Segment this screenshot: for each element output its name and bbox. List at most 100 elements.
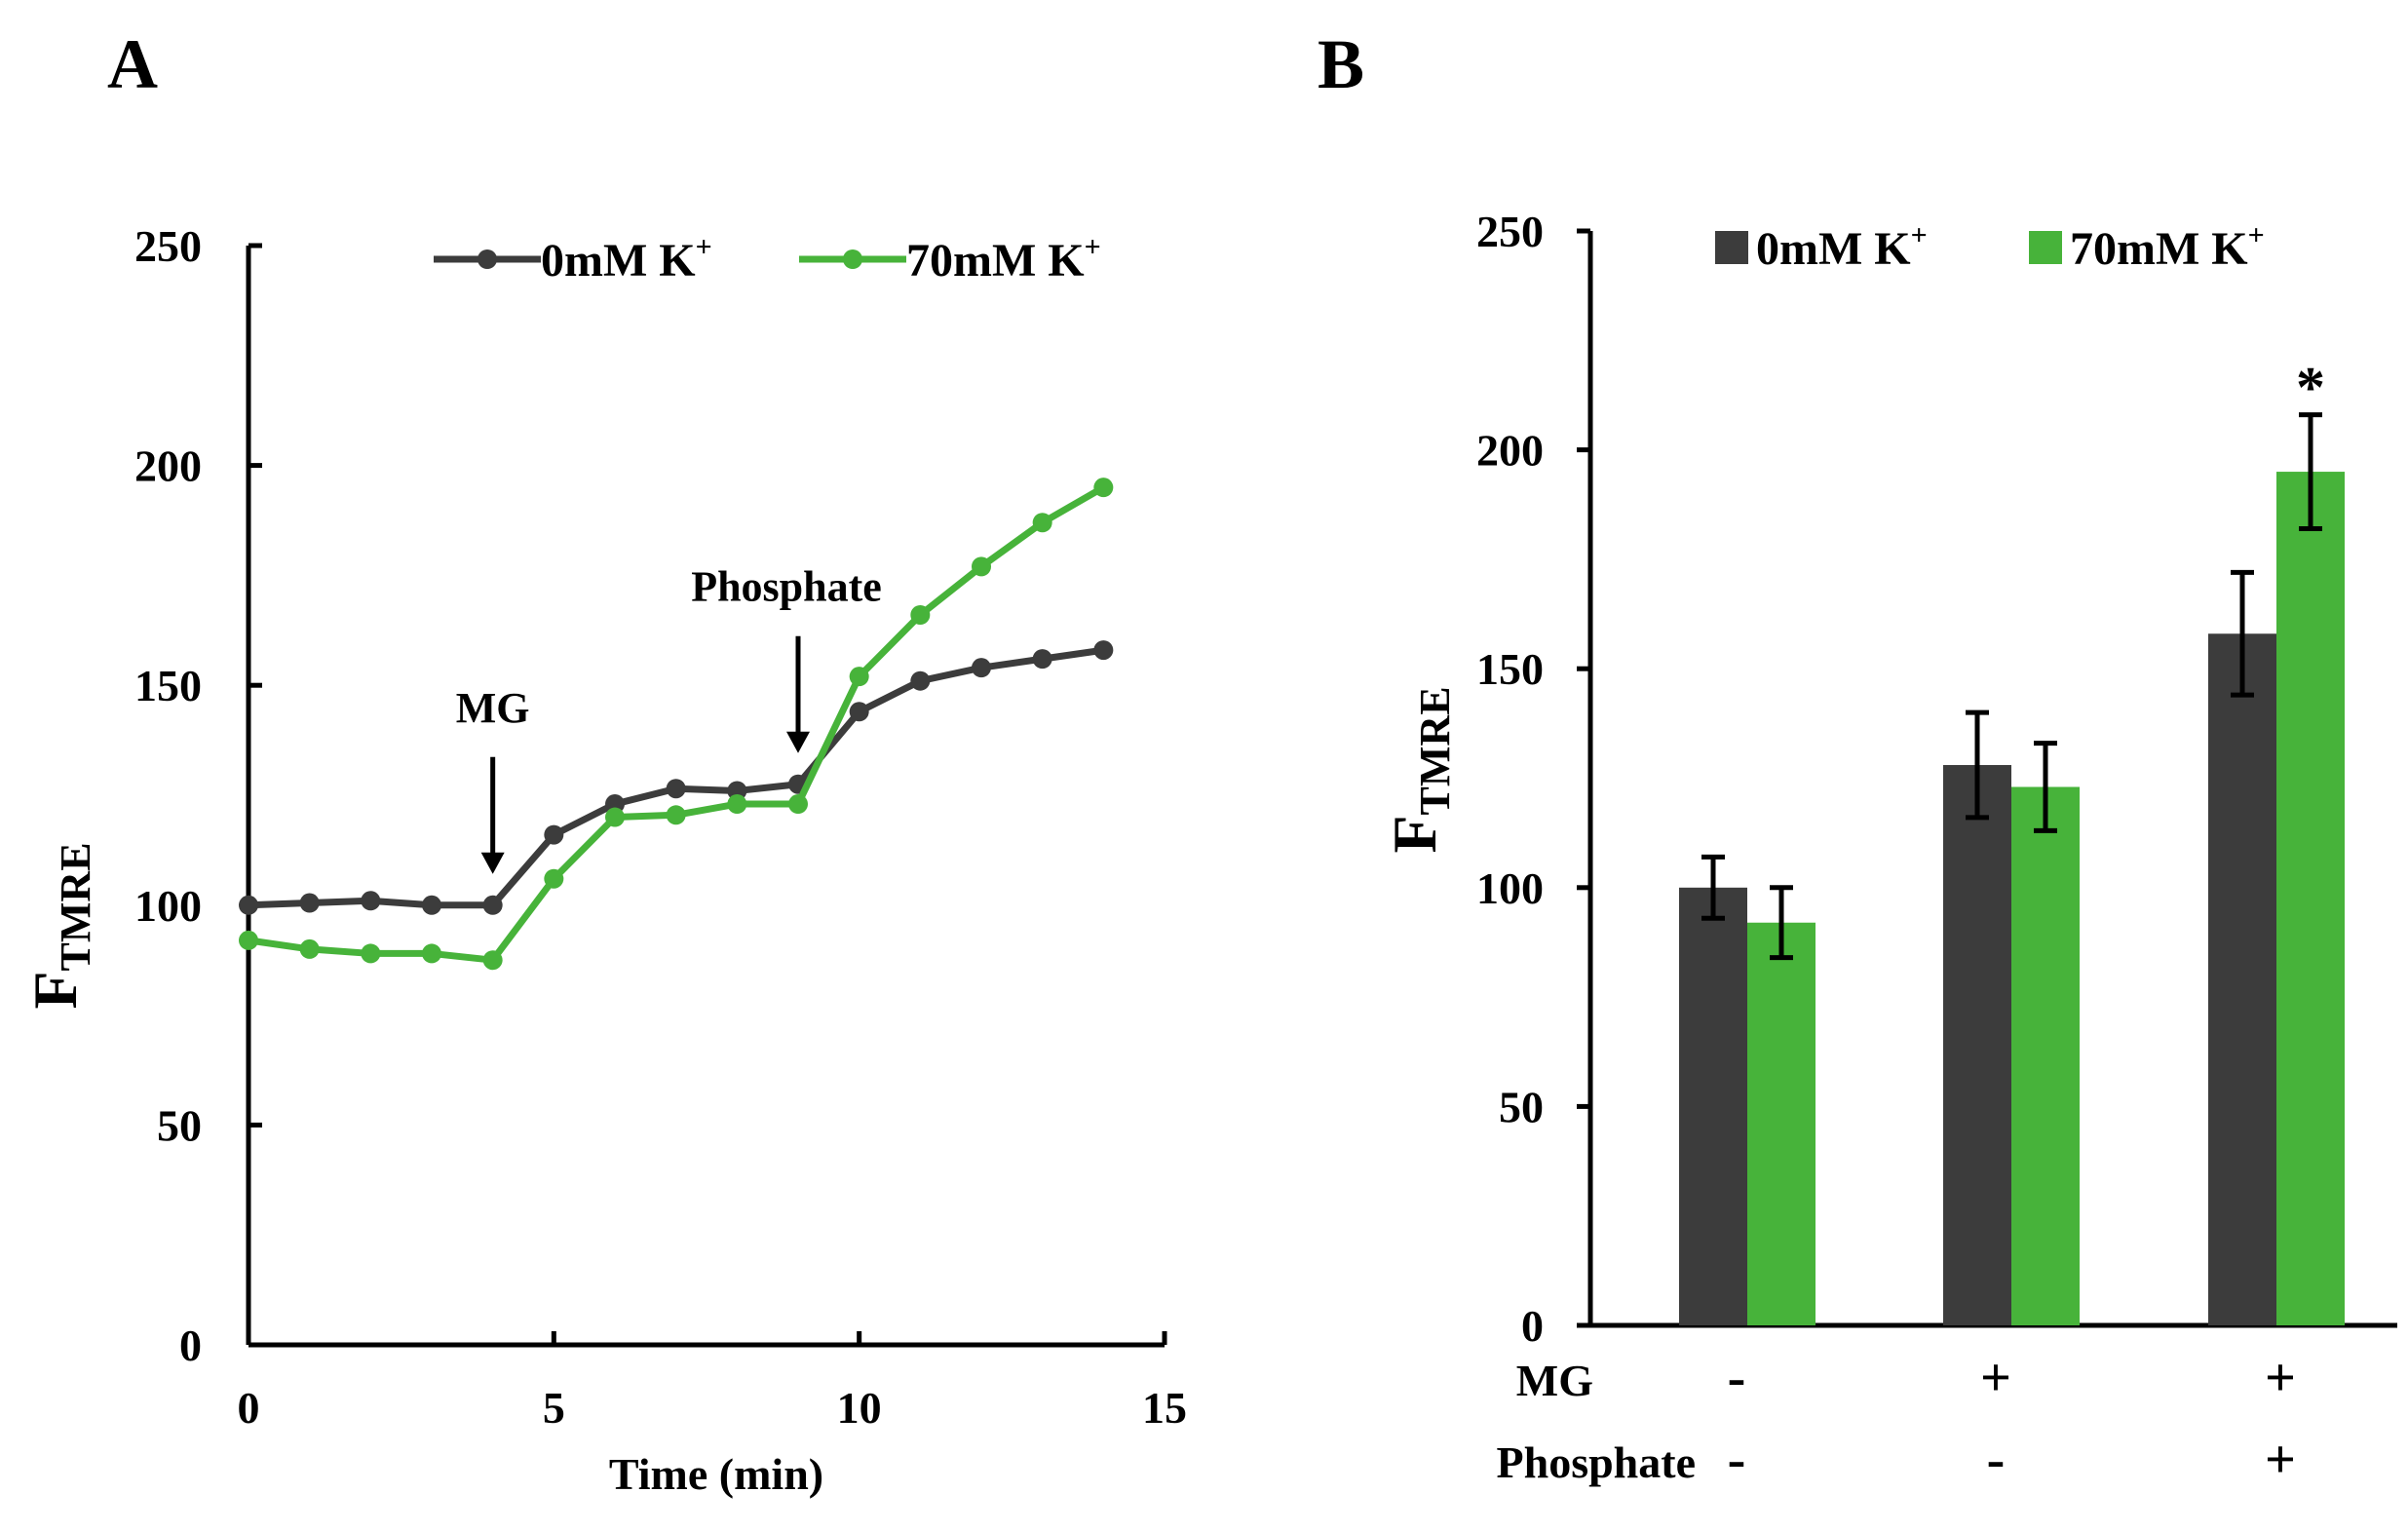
y-tick-label: 50	[1499, 1082, 1544, 1131]
panel-a-annotations: MG Phosphate	[456, 563, 882, 874]
x-tick-label: 15	[1142, 1383, 1187, 1433]
row-label-mg: MG	[1516, 1356, 1593, 1405]
data-point	[299, 893, 320, 913]
data-point	[910, 670, 931, 691]
y-tick-label: 200	[134, 441, 202, 491]
panel-a-y-label-sub: TMRE	[52, 842, 99, 971]
legend-label-text: 70mM K	[2070, 223, 2248, 275]
annotation-arrow-head	[786, 731, 810, 753]
legend-label-sup: +	[2248, 219, 2265, 251]
panel-a-x-axis: 0 5 10 15	[238, 1331, 1187, 1433]
data-point	[482, 950, 503, 971]
data-point	[361, 891, 381, 911]
panel-b-y-label-main: F	[1380, 815, 1449, 853]
legend-marker	[478, 249, 497, 269]
x-tick-label: 0	[238, 1383, 260, 1433]
panel-a-series	[239, 478, 1114, 971]
y-tick-label: 250	[134, 221, 202, 271]
data-point	[544, 868, 564, 889]
panel-a-y-axis: 0 50 100 150 200 250	[134, 221, 262, 1370]
phosphate-sign: -	[1987, 1430, 2006, 1490]
phosphate-sign: -	[1728, 1430, 1746, 1490]
data-point	[910, 605, 931, 626]
data-point	[849, 667, 869, 687]
data-point	[727, 794, 747, 815]
legend-swatch	[1715, 231, 1748, 264]
data-point	[299, 938, 320, 959]
data-point	[1093, 478, 1114, 498]
legend-label-sup: +	[1911, 219, 1928, 251]
legend-label-sup: +	[696, 231, 712, 263]
panel-b-bars: *	[1679, 356, 2345, 1325]
data-point	[972, 556, 991, 577]
row-label-phosphate: Phosphate	[1497, 1437, 1696, 1487]
panel-a-legend: 0mM K+ 70mM K+	[434, 231, 1101, 287]
data-point	[788, 794, 808, 815]
legend-label: 0mM K+	[541, 231, 712, 287]
legend-marker	[843, 249, 862, 269]
y-tick-label: 100	[1476, 863, 1544, 913]
series-line-dark	[248, 646, 1104, 909]
bar-green	[1747, 922, 1816, 1325]
data-point	[361, 943, 381, 964]
legend-label-text: 0mM K	[541, 235, 696, 287]
panel-b-legend: 0mM K+ 70mM K+	[1715, 219, 2265, 275]
data-point	[1032, 649, 1052, 670]
y-tick-label: 250	[1476, 207, 1544, 256]
data-point	[1032, 513, 1052, 533]
data-point	[849, 702, 869, 722]
panel-a-y-axis-label: FTMRE	[20, 842, 99, 1009]
mg-sign: -	[1728, 1348, 1746, 1408]
panel-a-y-label-main: F	[20, 971, 90, 1009]
y-tick-label: 150	[1476, 644, 1544, 694]
phosphate-sign: +	[2265, 1430, 2296, 1490]
bar-green	[2276, 472, 2345, 1325]
data-point	[666, 779, 686, 799]
data-point	[605, 807, 625, 827]
mg-sign: +	[2265, 1348, 2296, 1408]
bar-dark	[2208, 633, 2276, 1325]
legend-label-sup: +	[1085, 231, 1101, 263]
data-point	[972, 658, 991, 678]
y-tick-label: 100	[134, 881, 202, 931]
y-tick-label: 50	[157, 1100, 202, 1150]
x-tick-label: 5	[543, 1383, 565, 1433]
annotation-label: MG	[456, 684, 530, 732]
data-point	[482, 895, 503, 915]
bar-green	[2011, 786, 2080, 1325]
panel-a-label: A	[107, 25, 158, 103]
legend-label: 70mM K+	[2070, 219, 2265, 275]
panel-b-y-label-sub: TMRE	[1411, 686, 1459, 815]
legend-label-text: 0mM K	[1756, 223, 1911, 275]
x-tick-label: 10	[837, 1383, 882, 1433]
data-point	[239, 895, 258, 915]
legend-label-text: 70mM K	[906, 235, 1085, 287]
panel-b-label: B	[1318, 25, 1364, 103]
legend-label: 70mM K+	[906, 231, 1101, 287]
panel-a-line-chart: A 0 50 100 150 200 250 0 5 10 15 MG Phosphate 0mM…	[20, 25, 1187, 1499]
mg-sign: +	[1980, 1348, 2011, 1408]
panel-b-y-axis-label: FTMRE	[1380, 686, 1459, 853]
bar-dark	[1679, 887, 1747, 1325]
series-line-green	[248, 484, 1106, 964]
data-point	[239, 930, 258, 950]
data-point	[544, 824, 564, 845]
data-point	[422, 943, 441, 964]
annotation-label: Phosphate	[691, 563, 882, 611]
bar-dark	[1943, 765, 2011, 1325]
data-point	[1093, 640, 1114, 661]
data-point	[422, 895, 441, 915]
legend-label: 0mM K+	[1756, 219, 1928, 275]
y-tick-label: 0	[1521, 1301, 1544, 1351]
data-point	[666, 805, 686, 825]
panel-a-x-axis-label: Time (min)	[609, 1449, 823, 1499]
y-tick-label: 200	[1476, 426, 1544, 476]
y-tick-label: 0	[179, 1320, 202, 1370]
y-tick-label: 150	[134, 661, 202, 710]
significance-asterisk: *	[2296, 356, 2325, 420]
annotation-arrow-head	[480, 852, 505, 874]
legend-swatch	[2029, 231, 2062, 264]
